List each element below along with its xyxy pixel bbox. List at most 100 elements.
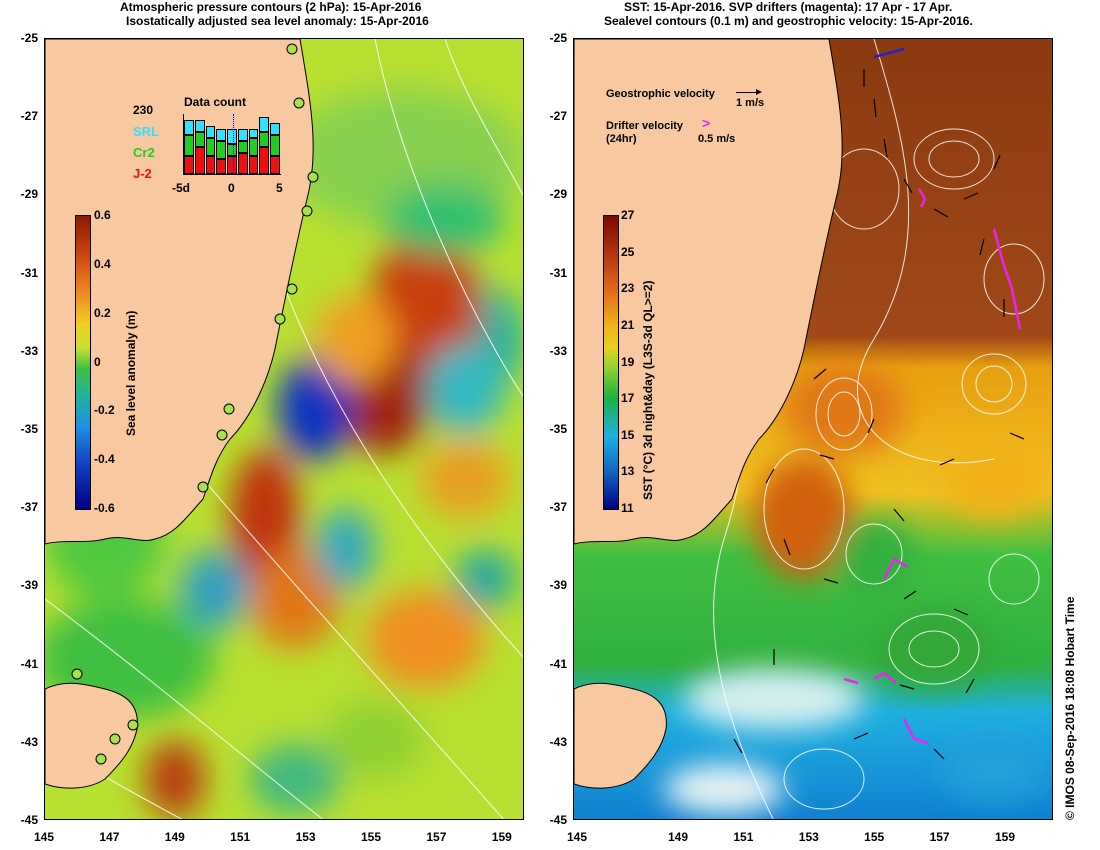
data-count-title: Data count (184, 95, 247, 109)
y-tick-label: -37 (20, 500, 38, 515)
y-tick-label: -41 (20, 656, 38, 671)
data-count-legend-item: J-2 (133, 166, 152, 181)
sla-colorbar-tick: 0 (94, 354, 101, 369)
data-count-bar-cr2 (194, 132, 205, 147)
sla-colorbar-tick: -0.4 (94, 452, 115, 467)
right-title-line1: SST: 15-Apr-2016. SVP drifters (magenta)… (624, 0, 953, 14)
y-tick-label: -29 (20, 187, 38, 202)
tasmania-land (45, 682, 138, 789)
x-tick-label: 153 (798, 830, 819, 844)
data-count-x-tick: 0 (228, 181, 235, 195)
mainland-land-sst (574, 39, 843, 545)
data-count-bar-cr2 (259, 132, 270, 147)
data-count-legend-item: SRL (133, 124, 159, 139)
arrow-head-icon (756, 89, 762, 95)
sla-colorbar-label: Sea level anomaly (m) (124, 310, 138, 436)
data-count-bar-cr2 (248, 138, 259, 156)
data-count-bar-j2 (237, 153, 248, 174)
x-tick-label: 155 (360, 830, 382, 844)
y-tick-label: -43 (20, 734, 38, 749)
x-tick-label: 149 (667, 830, 689, 844)
x-tick-label: 157 (929, 830, 950, 844)
y-tick-label: -31 (20, 265, 38, 280)
drifter-tracks (843, 188, 1022, 745)
y-tick-label: -37 (549, 500, 567, 515)
data-count-legend-item: Cr2 (133, 145, 155, 160)
x-tick-label: 159 (491, 830, 512, 844)
data-count-bar-j2 (270, 156, 280, 174)
x-tick-label: 147 (99, 830, 120, 844)
sst-colorbar (603, 215, 619, 510)
sla-colorbar-tick: -0.6 (94, 501, 115, 515)
data-count-x-tick: 5 (276, 181, 283, 195)
sst-colorbar-label: SST (°C) 3d night&day (L3S-3d QL>=2) (641, 280, 655, 501)
data-count-bar-cr2 (216, 141, 227, 159)
data-count-bar-j2 (248, 156, 259, 174)
x-tick-label: 153 (295, 830, 316, 844)
x-tick-label: 157 (426, 830, 447, 844)
sst-colorbar-tick: 15 (621, 427, 635, 442)
x-tick-label: 159 (994, 830, 1016, 844)
drifter-scale-label: 0.5 m/s (698, 133, 736, 145)
y-tick-label: -35 (549, 422, 567, 436)
geostrophic-scale-label: 1 m/s (736, 97, 765, 109)
data-count-bar-cr2 (270, 135, 280, 156)
drifter-arrow-icon: > (702, 115, 711, 131)
y-tick-label: -39 (20, 578, 38, 593)
data-count-bar-srl (205, 126, 216, 138)
y-tick-label: -25 (549, 31, 567, 45)
data-count-bar-j2 (227, 156, 237, 174)
sst-colorbar-tick: 23 (621, 281, 635, 296)
sla-colorbar-tick: 0.6 (94, 208, 111, 222)
y-tick-label: -35 (20, 422, 38, 436)
left-title-line1: Atmospheric pressure contours (2 hPa): 1… (120, 0, 422, 14)
data-count-bar-cr2 (227, 144, 237, 156)
left-title-line2: Isostatically adjusted sea level anomaly… (126, 14, 429, 28)
geostrophic-scale-arrow (736, 92, 760, 93)
x-tick-label: 151 (733, 830, 754, 844)
sst-colorbar-tick: 25 (621, 244, 635, 259)
data-count-bar-srl (227, 129, 237, 144)
data-count-bar-srl (194, 120, 205, 132)
data-count-bar-j2 (259, 147, 270, 174)
credit-text: © IMOS 08-Sep-2016 18:08 Hobart Time (1063, 596, 1077, 820)
data-count-bar-j2 (194, 147, 205, 174)
y-tick-label: -29 (549, 187, 567, 202)
data-count-bar-srl (216, 129, 227, 141)
y-tick-label: -31 (549, 265, 567, 280)
x-tick-label: 151 (230, 830, 251, 844)
sst-colorbar-tick: 19 (621, 354, 635, 369)
data-count-zero-line (232, 114, 234, 174)
data-count-bar-cr2 (237, 141, 248, 153)
y-tick-label: -27 (20, 109, 38, 124)
y-tick-label: -33 (549, 343, 567, 358)
data-count-bar-j2 (184, 156, 194, 174)
y-tick-label: -39 (549, 578, 567, 593)
data-count-bar-srl (270, 123, 280, 135)
data-count-bar-cr2 (184, 135, 194, 156)
x-tick-label: 155 (864, 830, 885, 844)
tasmania-land-sst (574, 682, 667, 789)
y-tick-label: -43 (549, 734, 567, 749)
y-tick-label: -45 (20, 813, 38, 827)
y-tick-label: -27 (549, 109, 567, 124)
sst-colorbar-tick: 27 (621, 208, 635, 222)
x-tick-label: 149 (164, 830, 185, 844)
sst-map (573, 38, 1053, 820)
sla-colorbar-tick: 0.2 (94, 305, 111, 320)
sla-colorbar (75, 215, 91, 510)
y-tick-label: -41 (549, 656, 567, 671)
data-count-bar-srl (184, 120, 194, 135)
data-count-bar-j2 (205, 156, 216, 174)
sst-map-graphic (574, 39, 1052, 819)
x-tick-label: 145 (566, 830, 588, 844)
data-count-bar-j2 (216, 159, 227, 174)
data-count-bar-srl (248, 129, 259, 138)
data-count-total: 230 (133, 103, 154, 117)
sst-colorbar-tick: 11 (621, 501, 634, 515)
data-count-bar-srl (259, 117, 270, 132)
x-tick-label: 145 (33, 830, 55, 844)
data-count-histogram (183, 114, 281, 175)
right-title-line2: Sealevel contours (0.1 m) and geostrophi… (604, 14, 973, 28)
y-tick-label: -25 (20, 31, 38, 45)
